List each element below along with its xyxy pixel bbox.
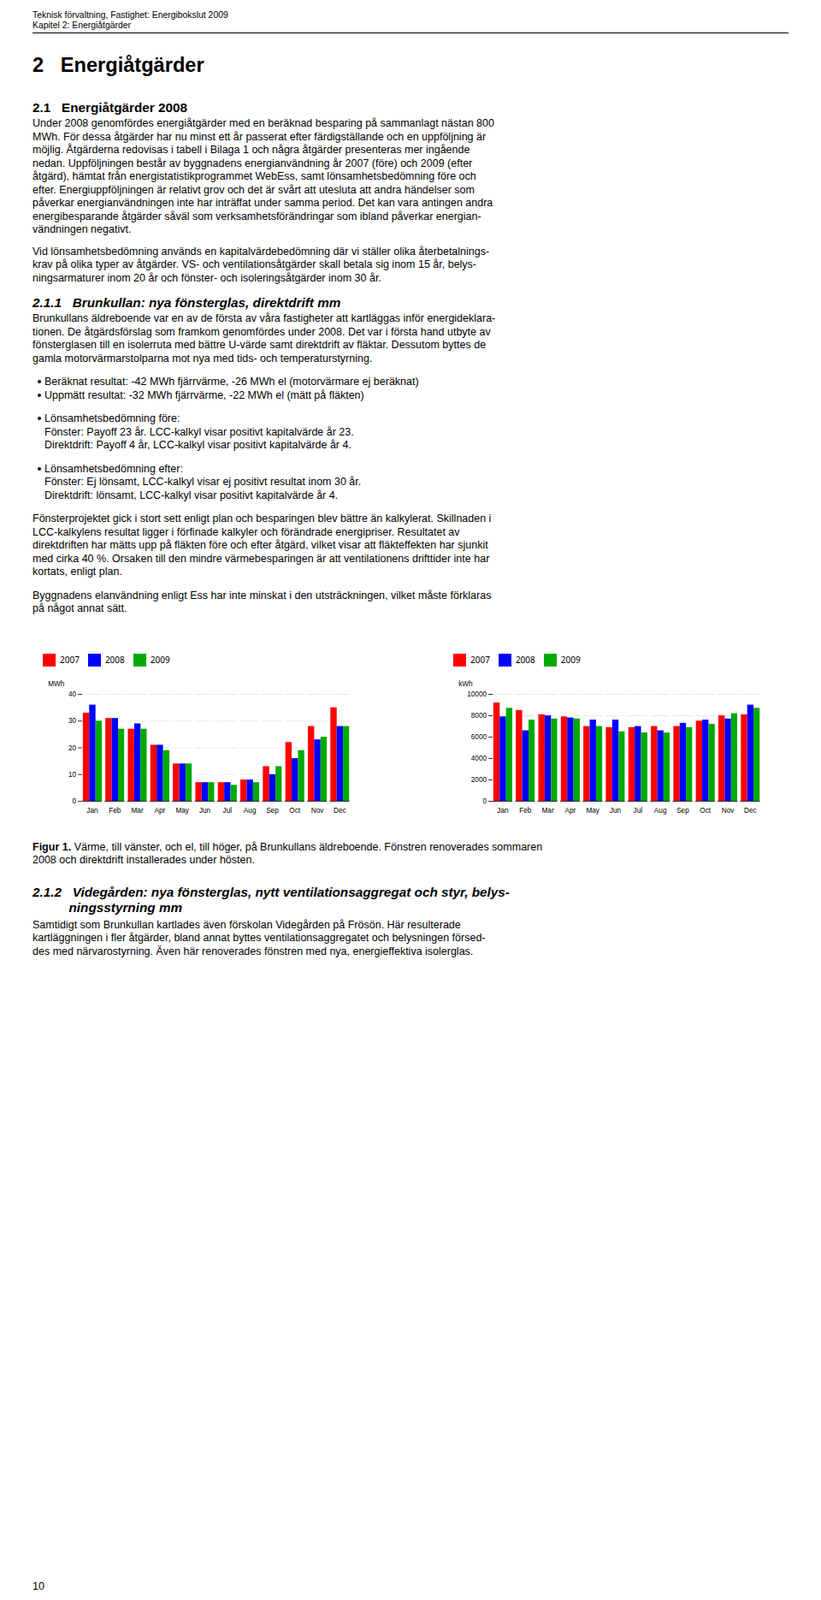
svg-text:6000: 6000 bbox=[471, 732, 488, 741]
html-text:nedan. Uppföljningen består av: nedan. Uppföljningen består av byggnaden… bbox=[32, 156, 473, 169]
html-text:Under 2008 genomfördes energiå: Under 2008 genomfördes energiåtgärder me… bbox=[32, 117, 495, 130]
html-text:2008 och direktdrift installer: 2008 och direktdrift installerades under… bbox=[32, 853, 255, 866]
svg-text:kWh: kWh bbox=[458, 679, 473, 687]
svg-text:30: 30 bbox=[68, 716, 77, 725]
svg-text:Jan: Jan bbox=[496, 805, 509, 814]
html-text:2 Energiåtgärder: 2 Energiåtgärder bbox=[32, 53, 205, 77]
svg-text:Aug: Aug bbox=[654, 805, 668, 814]
svg-text:10000: 10000 bbox=[466, 690, 487, 698]
html-text:Direktdrift: lönsamt, LCC-kalk: Direktdrift: lönsamt, LCC-kalkyl visar p… bbox=[44, 488, 338, 501]
svg-text:Oct: Oct bbox=[289, 805, 302, 814]
html-text:2009: 2009 bbox=[560, 653, 581, 666]
svg-text:Apr: Apr bbox=[565, 805, 577, 814]
html-text:krav på olika typer av åtgärde: krav på olika typer av åtgärder. VS- och… bbox=[32, 258, 477, 271]
svg-text:Feb: Feb bbox=[108, 805, 122, 814]
svg-text:10: 10 bbox=[68, 769, 77, 778]
html-text:2009: 2009 bbox=[150, 653, 170, 666]
html-text:Lönsamhetsbedömning efter:: Lönsamhetsbedömning efter: bbox=[44, 462, 183, 475]
svg-text:Jun: Jun bbox=[609, 805, 622, 814]
svg-text:Nov: Nov bbox=[721, 805, 736, 814]
html-text:fönsterglasen till en isolerru: fönsterglasen till en isolerruta med bät… bbox=[32, 338, 486, 351]
html-text:energibesparande åtgärder såvä: energibesparande åtgärder såväl som verk… bbox=[32, 209, 482, 222]
html-text:2.1 Energiåtgärder 2008: 2.1 Energiåtgärder 2008 bbox=[32, 100, 188, 115]
html-text:Teknisk förvaltning, Fastighet: Teknisk förvaltning, Fastighet: Energibo… bbox=[32, 10, 229, 20]
html-text:tionen. De åtgärdsförslag som: tionen. De åtgärdsförslag som framkom ge… bbox=[32, 325, 491, 338]
html-text:med cirka 40 %. Orsaken till d: med cirka 40 %. Orsaken till den mindre … bbox=[32, 552, 490, 565]
html-text:2.1.1 Brunkullan: nya fönsterg: 2.1.1 Brunkullan: nya fönsterglas, direk… bbox=[32, 295, 341, 310]
html-text:10: 10 bbox=[32, 1579, 45, 1592]
html-text:Samtidigt som Brunkullan kartl: Samtidigt som Brunkullan kartlades även … bbox=[32, 918, 461, 931]
html-text:åtgärd), hämtat från energista: åtgärd), hämtat från energistatistikprog… bbox=[32, 170, 477, 183]
svg-text:MWh: MWh bbox=[47, 679, 65, 687]
svg-text:Dec: Dec bbox=[744, 805, 757, 814]
html-text:LCC-kalkylens resultat ligger: LCC-kalkylens resultat ligger i förfinad… bbox=[32, 525, 460, 538]
svg-text:Jul: Jul bbox=[223, 805, 233, 814]
svg-text:20: 20 bbox=[68, 743, 77, 751]
svg-text:Sep: Sep bbox=[265, 805, 279, 814]
svg-text:Mar: Mar bbox=[542, 805, 555, 814]
html-text:gamla motorvärmarstolparna mot: gamla motorvärmarstolparna mot nya med t… bbox=[32, 351, 373, 364]
html-text:ningsstyrning mm: ningsstyrning mm bbox=[32, 899, 183, 914]
html-text:ningsarmaturer inom 20 år och: ningsarmaturer inom 20 år och fönster- o… bbox=[32, 271, 382, 284]
html-text:kortats, enligt plan.: kortats, enligt plan. bbox=[32, 565, 123, 578]
html-text:Direktdrift: Payoff 4 år, LCC-: Direktdrift: Payoff 4 år, LCC-kalkyl vis… bbox=[44, 438, 352, 451]
html-text:vändningen negativt.: vändningen negativt. bbox=[32, 223, 132, 236]
html-text:efter. Energiuppföljningen är: efter. Energiuppföljningen är relativt g… bbox=[32, 183, 475, 196]
svg-text:Mar: Mar bbox=[131, 805, 144, 814]
svg-text:Oct: Oct bbox=[699, 805, 712, 814]
svg-text:Feb: Feb bbox=[519, 805, 532, 814]
svg-text:4000: 4000 bbox=[471, 754, 488, 762]
html-text:MWh. För dessa åtgärder har nu: MWh. För dessa åtgärder har nu minst ett… bbox=[32, 130, 486, 143]
svg-text:0: 0 bbox=[71, 797, 77, 805]
svg-text:Dec: Dec bbox=[333, 805, 347, 814]
html-text:2007: 2007 bbox=[59, 653, 80, 666]
html-text:på något annat sätt.: på något annat sätt. bbox=[32, 602, 127, 615]
svg-text:Nov: Nov bbox=[311, 805, 325, 814]
html-text:Figur 1. Värme, till vänster,: Figur 1. Värme, till vänster, och el, ti… bbox=[32, 840, 543, 853]
html-text:Vid lönsamhetsbedömning använd: Vid lönsamhetsbedömning används en kapit… bbox=[32, 245, 490, 257]
svg-text:2000: 2000 bbox=[471, 775, 488, 784]
svg-text:40: 40 bbox=[68, 690, 77, 698]
html-text:2008: 2008 bbox=[105, 653, 125, 666]
html-text:Fönster: Ej lönsamt, LCC-kalky: Fönster: Ej lönsamt, LCC-kalkyl visar ej… bbox=[44, 475, 362, 488]
html-text:Uppmätt resultat: -32 MWh fjär: Uppmätt resultat: -32 MWh fjärrvärme, -2… bbox=[44, 388, 365, 401]
html-text:Beräknat resultat: -42 MWh fjä: Beräknat resultat: -42 MWh fjärrvärme, -… bbox=[44, 375, 419, 388]
svg-text:8000: 8000 bbox=[471, 711, 488, 720]
html-text:Kapitel 2: Energiåtgärder: Kapitel 2: Energiåtgärder bbox=[32, 20, 131, 30]
html-text:påverkar energianvändningen in: påverkar energianvändningen inte har int… bbox=[32, 196, 493, 209]
html-text:Brunkullans äldreboende var en: Brunkullans äldreboende var en av de för… bbox=[32, 312, 496, 325]
html-text:möjlig. Åtgärderna redovisas i: möjlig. Åtgärderna redovisas i tabell i … bbox=[32, 143, 470, 156]
html-text:2007: 2007 bbox=[470, 653, 490, 666]
svg-text:May: May bbox=[175, 805, 190, 814]
svg-text:Aug: Aug bbox=[243, 805, 257, 814]
html-text:Byggnadens elanvändning enligt: Byggnadens elanvändning enligt Ess har i… bbox=[32, 588, 492, 601]
svg-text:Sep: Sep bbox=[676, 805, 690, 814]
html-text:2.1.2 Videgården: nya fönsterg: 2.1.2 Videgården: nya fönsterglas, nytt … bbox=[32, 883, 510, 899]
svg-text:Apr: Apr bbox=[154, 805, 166, 814]
svg-text:Jun: Jun bbox=[199, 805, 212, 814]
html-text:des med närvarostyrning. Även: des med närvarostyrning. Även här renove… bbox=[32, 944, 474, 957]
html-text:kartläggningen i fler åtgärder: kartläggningen i fler åtgärder, bland an… bbox=[32, 931, 486, 944]
svg-text:0: 0 bbox=[482, 797, 487, 805]
html-text:2008: 2008 bbox=[515, 653, 536, 666]
html-text:direktdriften har mätts upp på: direktdriften har mätts upp på fläkten f… bbox=[32, 538, 489, 551]
html-text:Fönsterprojektet gick i stort: Fönsterprojektet gick i stort sett enlig… bbox=[32, 512, 492, 525]
svg-text:Jul: Jul bbox=[633, 805, 644, 814]
html-text:Fönster: Payoff 23 år. LCC-kal: Fönster: Payoff 23 år. LCC-kalkyl visar … bbox=[44, 425, 354, 438]
html-text:Lönsamhetsbedömning före:: Lönsamhetsbedömning före: bbox=[44, 412, 180, 425]
svg-text:Jan: Jan bbox=[86, 805, 99, 814]
svg-text:May: May bbox=[585, 805, 600, 814]
